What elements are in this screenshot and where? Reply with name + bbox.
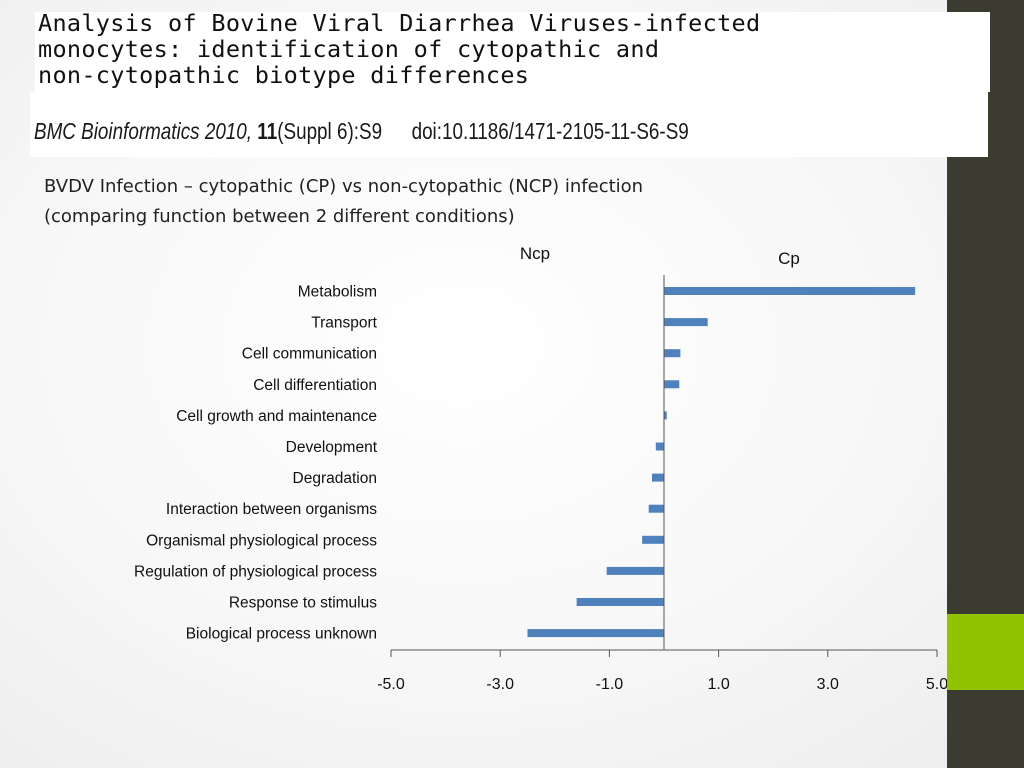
bar-regulation-of-physiological-process [606,566,664,575]
title-box [35,12,990,92]
title-line-3: non-cytopathic biotype differences [38,61,530,89]
category-label: Development [286,439,378,456]
citation-supplement: (Suppl 6):S9 [277,118,383,144]
category-label: Cell differentiation [253,377,377,394]
bar-interaction-between-organisms [648,504,664,513]
x-tick-label: 3.0 [817,676,839,693]
subtitle-line-1: BVDV Infection – cytopathic (CP) vs non-… [44,176,644,197]
ncp-label: Ncp [520,244,550,263]
category-label: Degradation [293,470,377,487]
category-label: Transport [311,315,377,332]
category-label: Response to stimulus [229,595,377,612]
category-label: Cell communication [242,346,377,363]
bar-biological-process-unknown [527,629,664,638]
slide-subtitle: BVDV Infection – cytopathic (CP) vs non-… [44,172,764,232]
category-label: Biological process unknown [186,626,377,643]
category-label: Cell growth and maintenance [176,408,377,425]
x-tick-label: -5.0 [377,676,405,693]
bar-chart: Ncp Cp Metabolism Transport Cell communica… [134,244,947,693]
bar-response-to-stimulus [576,598,664,606]
citation-doi: doi:10.1186/1471-2105-11-S6-S9 [411,118,689,144]
bar-metabolism [664,287,916,295]
citation-volume: 11 [257,118,278,144]
bar-cell-communication [664,349,681,358]
x-tick-label: 5.0 [926,676,947,693]
x-tick-label: -1.0 [596,676,624,693]
slide-accent-block [947,614,1024,690]
citation-box [30,92,988,157]
citation: BMC Bioinformatics 2010, 11(Suppl 6):S9 d… [34,118,689,145]
bar-organismal-physiological-process [642,535,664,544]
subtitle-line-2: (comparing function between 2 different … [44,206,515,227]
citation-journal: BMC Bioinformatics 2010, [34,118,258,144]
bar-cell-differentiation [664,380,680,389]
slide-title: Analysis of Bovine Viral Diarrhea Viruse… [38,10,958,88]
title-line-1: Analysis of Bovine Viral Diarrhea Viruse… [38,9,761,37]
x-tick-label: 1.0 [707,676,729,693]
title-line-2: monocytes: identification of cytopathic … [38,35,660,63]
category-label: Interaction between organisms [166,501,377,518]
bar-development [655,442,664,451]
bar-degradation [651,473,664,482]
category-label: Organismal physiological process [146,532,377,549]
bar-cell-growth-and-maintenance [664,411,667,420]
cp-label: Cp [778,249,800,268]
category-label: Regulation of physiological process [134,563,377,580]
x-tick-label: -3.0 [486,676,514,693]
bar-transport [664,318,708,327]
category-label: Metabolism [298,284,377,301]
